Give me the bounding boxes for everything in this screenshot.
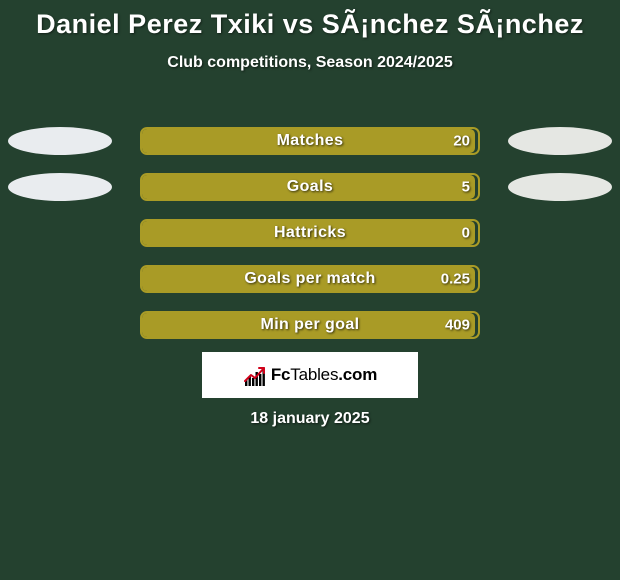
right-ellipse (508, 127, 612, 155)
stat-bar: Min per goal409 (140, 311, 480, 339)
stat-row: Goals5 (0, 164, 620, 210)
brand-text: FcTables.com (271, 365, 377, 385)
stat-bar: Goals per match0.25 (140, 265, 480, 293)
page-title: Daniel Perez Txiki vs SÃ¡nchez SÃ¡nchez (0, 0, 620, 40)
stat-bar-fill (142, 129, 475, 153)
brand-chart-icon (243, 364, 267, 386)
left-ellipse (8, 173, 112, 201)
stat-bar: Matches20 (140, 127, 480, 155)
brand-text-fc: Fc (271, 365, 290, 384)
brand-box: FcTables.com (202, 352, 418, 398)
stat-rows: Matches20 Goals5 Hattricks0 Goals per match… (0, 118, 620, 348)
stat-row: Matches20 (0, 118, 620, 164)
stat-row: Min per goal409 (0, 302, 620, 348)
stat-bar-fill (142, 267, 475, 291)
stat-bar-fill (142, 175, 475, 199)
date-line: 18 january 2025 (0, 410, 620, 428)
stat-bar-fill (142, 221, 475, 245)
stat-bar: Hattricks0 (140, 219, 480, 247)
stat-bar-fill (142, 313, 475, 337)
stat-row: Goals per match0.25 (0, 256, 620, 302)
stat-row: Hattricks0 (0, 210, 620, 256)
left-ellipse (8, 127, 112, 155)
brand-text-dotcom: .com (338, 365, 377, 384)
subtitle: Club competitions, Season 2024/2025 (0, 54, 620, 72)
right-ellipse (508, 173, 612, 201)
brand-text-tables: Tables (290, 365, 338, 384)
stat-bar: Goals5 (140, 173, 480, 201)
